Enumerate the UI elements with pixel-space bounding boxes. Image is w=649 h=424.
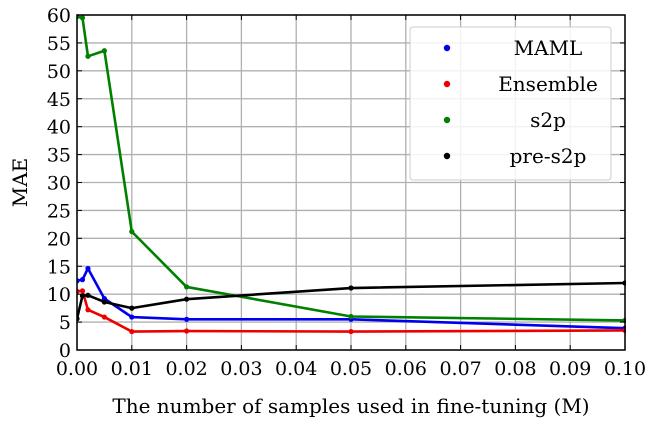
y-tick-label: 55	[47, 33, 71, 55]
y-axis-label: MAE	[8, 158, 32, 208]
x-tick-label: 0.10	[604, 358, 646, 380]
pre-s2p-point	[348, 285, 354, 291]
pre-s2p-point	[184, 296, 190, 302]
x-tick-label: 0.03	[220, 358, 262, 380]
ensemble-point	[79, 288, 86, 294]
x-tick-label: 0.05	[330, 358, 372, 380]
legend-marker-s2p	[443, 116, 451, 124]
s2p-point	[85, 53, 91, 59]
legend-box	[409, 26, 612, 181]
pre-s2p-point	[101, 299, 107, 305]
s2p-point	[184, 284, 190, 290]
legend-label-maml: MAML	[514, 36, 583, 60]
legend-marker-maml	[443, 44, 451, 52]
legend-marker-ensemble	[443, 80, 451, 88]
axis-ticks: 0.00 0.01 0.02 0.03 0.04 0.05 0.06 0.07 0.08 0.09…	[47, 5, 646, 380]
y-tick-label: 15	[47, 256, 71, 278]
y-tick-label: 60	[47, 5, 71, 27]
s2p-point	[79, 15, 86, 21]
x-tick-label: 0.07	[439, 358, 481, 380]
maml-point	[184, 316, 190, 322]
s2p-point	[348, 313, 354, 320]
y-tick-label: 25	[47, 200, 71, 222]
x-axis-label: The number of samples used in fine-tunin…	[112, 394, 589, 418]
s2p-line	[77, 15, 626, 322]
y-tick-label: 30	[47, 173, 71, 195]
pre-s2p-point	[85, 292, 91, 298]
legend-label-pre-s2p: pre-s2p	[510, 144, 587, 168]
ensemble-point	[129, 328, 135, 335]
y-tick-label: 40	[47, 117, 71, 139]
x-tick-label: 0.06	[385, 358, 427, 380]
x-tick-label: 0.04	[275, 358, 317, 380]
ensemble-point	[348, 328, 354, 335]
x-tick-label: 0.01	[111, 358, 153, 380]
y-tick-label: 35	[47, 145, 71, 167]
maml-point	[79, 277, 86, 283]
y-tick-label: 45	[47, 89, 71, 111]
y-tick-label: 20	[47, 228, 71, 250]
ensemble-point	[101, 314, 107, 320]
x-tick-label: 0.09	[549, 358, 591, 380]
x-tick-label: 0.02	[165, 358, 207, 380]
y-tick-label: 10	[47, 284, 71, 306]
ensemble-point	[85, 307, 91, 313]
x-tick-label: 0.00	[56, 358, 98, 380]
legend-marker-pre-s2p	[443, 152, 451, 160]
x-tick-label: 0.08	[494, 358, 536, 380]
y-tick-label: 50	[47, 61, 71, 83]
legend-label-s2p: s2p	[530, 108, 566, 132]
legend-label-ensemble: Ensemble	[498, 72, 598, 96]
s2p-point	[129, 229, 135, 235]
y-tick-label: 5	[59, 312, 71, 334]
legend: MAML Ensemble s2p pre-s2p	[409, 26, 612, 181]
ensemble-point	[184, 328, 190, 334]
maml-point	[85, 265, 91, 272]
y-tick-label: 0	[59, 340, 71, 362]
maml-point	[129, 314, 135, 320]
s2p-point	[101, 48, 107, 54]
pre-s2p-point	[129, 305, 135, 311]
series-layer	[77, 14, 626, 335]
